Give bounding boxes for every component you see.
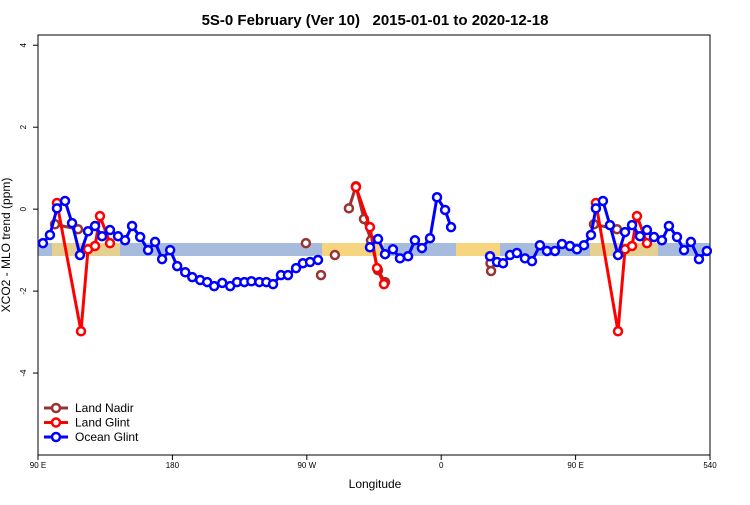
- data-point: [641, 224, 653, 236]
- data-point: [94, 210, 106, 222]
- y-tick-label: -2: [19, 287, 28, 295]
- data-point: [343, 203, 355, 214]
- data-point: [300, 237, 312, 249]
- data-point: [485, 265, 497, 277]
- data-point: [66, 217, 78, 229]
- data-point: [104, 224, 116, 236]
- data-point: [142, 244, 154, 256]
- data-point: [534, 239, 546, 251]
- data-point: [619, 226, 631, 238]
- data-point: [597, 195, 609, 207]
- data-point: [208, 280, 220, 292]
- data-point: [378, 278, 390, 290]
- data-point: [290, 262, 302, 274]
- data-point: [402, 251, 414, 262]
- data-point: [379, 248, 391, 260]
- legend-label: Land Nadir: [75, 401, 134, 415]
- data-point: [445, 221, 457, 233]
- data-point: [364, 242, 376, 253]
- data-point: [612, 249, 624, 261]
- data-point: [626, 219, 638, 231]
- data-point: [678, 244, 690, 256]
- data-point: [156, 253, 168, 265]
- data-point: [171, 260, 183, 272]
- data-point: [74, 249, 86, 261]
- data-point: [371, 262, 383, 274]
- data-point: [312, 254, 324, 266]
- data-point: [511, 247, 523, 259]
- y-axis-label: XCO2 - MLO trend (ppm): [0, 178, 13, 313]
- data-point: [179, 266, 191, 278]
- data-point: [585, 229, 597, 241]
- data-point: [497, 257, 509, 269]
- data-point: [612, 326, 624, 337]
- data-point: [329, 249, 341, 261]
- data-point: [656, 235, 668, 246]
- data-point: [626, 240, 638, 252]
- x-tick-label: 180: [166, 461, 180, 470]
- data-point: [590, 203, 602, 214]
- data-point: [96, 230, 108, 242]
- x-axis-label: Longitude: [349, 477, 402, 491]
- data-point: [439, 204, 451, 216]
- data-point: [578, 239, 590, 251]
- data-point: [126, 220, 138, 232]
- data-point: [82, 226, 94, 237]
- y-tick-label: 0: [19, 206, 28, 211]
- legend-marker: [50, 417, 62, 428]
- data-point: [89, 220, 101, 232]
- data-point: [89, 240, 101, 252]
- data-point: [631, 210, 643, 222]
- data-point: [387, 244, 399, 255]
- data-point: [424, 232, 436, 244]
- x-tick-label: 90 W: [297, 461, 316, 470]
- y-tick-label: 2: [19, 124, 28, 129]
- x-tick-label: 90 E: [30, 461, 46, 470]
- legend-marker: [50, 402, 62, 414]
- x-tick-label: 0: [439, 461, 444, 470]
- data-point: [134, 231, 146, 243]
- data-point: [634, 230, 646, 242]
- y-tick-label: 4: [19, 42, 28, 47]
- data-point: [671, 231, 683, 243]
- data-point: [641, 237, 653, 249]
- data-point: [685, 236, 697, 248]
- data-point: [372, 233, 384, 245]
- data-point: [364, 221, 376, 233]
- data-point: [604, 219, 616, 231]
- data-point: [44, 229, 56, 241]
- data-point: [350, 181, 362, 193]
- data-point: [75, 326, 87, 337]
- data-point: [394, 253, 406, 264]
- data-point: [282, 269, 294, 281]
- x-tick-label: 540: [703, 461, 717, 470]
- data-point: [37, 237, 49, 249]
- data-point: [549, 245, 561, 257]
- data-point: [315, 269, 327, 281]
- data-point: [701, 245, 713, 257]
- x-tick-label: 90 E: [567, 461, 583, 470]
- data-point: [526, 255, 538, 267]
- data-point: [409, 235, 421, 246]
- data-point: [104, 237, 116, 249]
- y-tick-label: -4: [19, 369, 28, 377]
- legend-label: Ocean Glint: [75, 430, 139, 444]
- plot-frame: [37, 34, 711, 456]
- legend-label: Land Glint: [75, 416, 130, 430]
- data-point: [541, 245, 553, 257]
- data-point: [693, 253, 705, 265]
- data-point: [267, 278, 279, 290]
- data-point: [416, 242, 428, 254]
- data-point: [431, 192, 443, 203]
- data-point: [484, 251, 496, 262]
- data-point: [59, 195, 71, 207]
- chart-title: 5S-0 February (Ver 10) 2015-01-01 to 202…: [202, 12, 549, 29]
- data-point: [51, 203, 63, 214]
- data-point: [164, 244, 176, 256]
- data-point: [663, 220, 675, 232]
- legend-marker: [50, 431, 62, 443]
- data-point: [119, 235, 131, 246]
- data-point: [149, 236, 161, 248]
